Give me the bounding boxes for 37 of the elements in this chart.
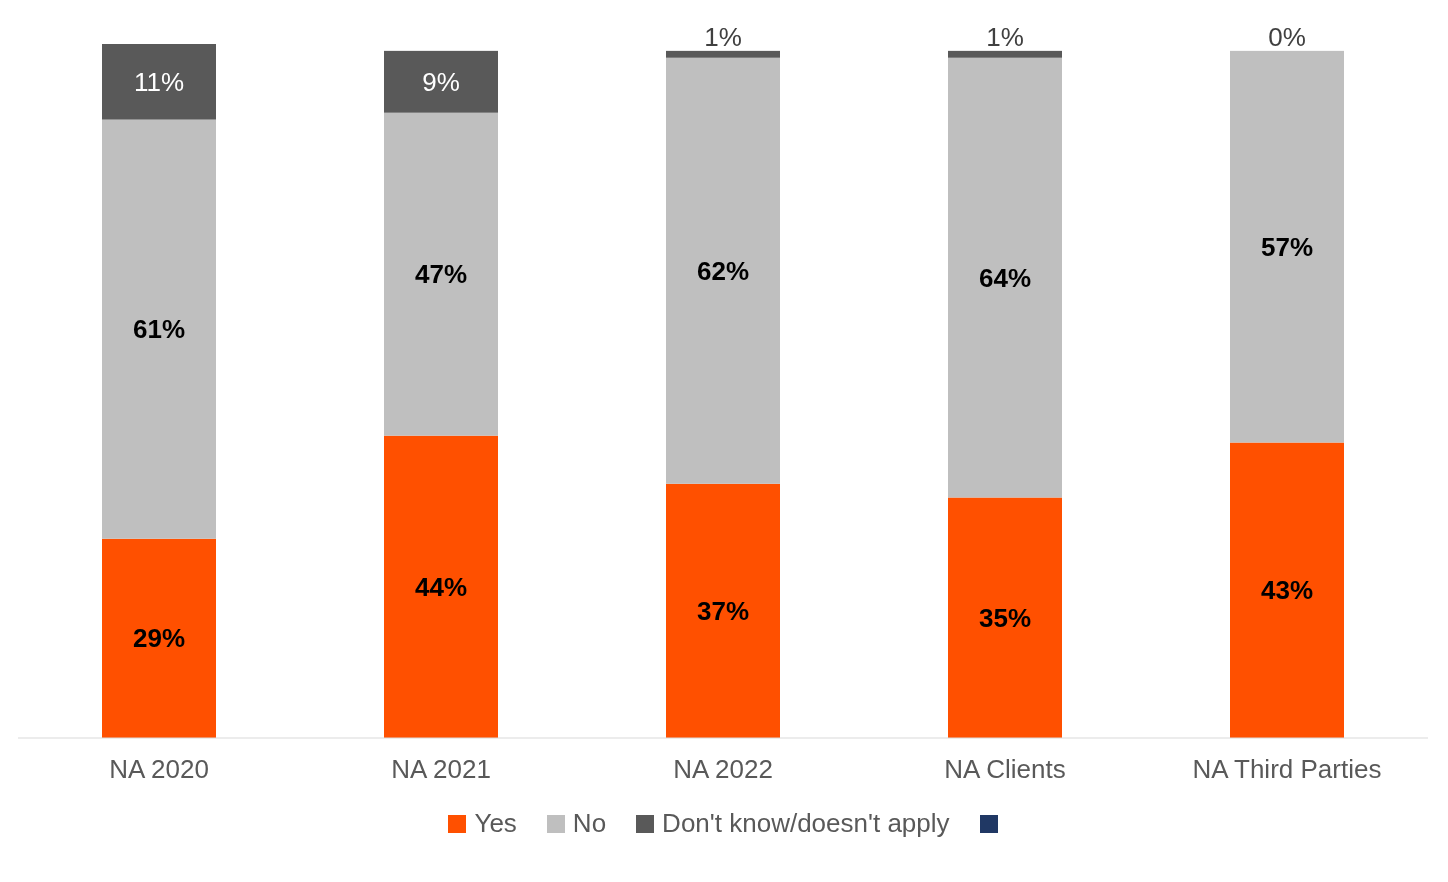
bar xyxy=(666,57,780,484)
bar xyxy=(384,435,498,738)
data-label: 35% xyxy=(978,602,1032,633)
legend-label: Yes xyxy=(474,808,517,839)
bar xyxy=(384,112,498,436)
bar xyxy=(102,119,216,539)
bar xyxy=(666,50,780,58)
bar xyxy=(1230,442,1344,738)
data-label: 1% xyxy=(704,21,742,52)
x-tick-label: NA Clients xyxy=(944,754,1066,785)
bar xyxy=(666,483,780,738)
data-label: 0% xyxy=(1268,21,1306,52)
data-label: 37% xyxy=(696,595,750,626)
x-tick-label: NA 2020 xyxy=(109,754,209,785)
data-label: 62% xyxy=(696,255,750,286)
data-label: 11% xyxy=(133,66,185,97)
bar xyxy=(102,44,216,120)
bar xyxy=(1230,50,1344,443)
x-tick-label: NA 2022 xyxy=(673,754,773,785)
data-label: 9% xyxy=(422,66,460,97)
data-label: 64% xyxy=(978,262,1032,293)
bar xyxy=(948,497,1062,738)
data-label: 29% xyxy=(132,623,186,654)
x-tick-label: NA 2021 xyxy=(391,754,491,785)
legend-label: No xyxy=(572,808,607,839)
legend-label: Don't know/doesn't apply xyxy=(662,808,950,839)
bar xyxy=(384,50,498,113)
data-label: 57% xyxy=(1260,231,1314,262)
bar xyxy=(948,57,1062,498)
x-tick-label: NA Third Parties xyxy=(1192,754,1382,785)
bar xyxy=(948,50,1062,58)
data-label: 44% xyxy=(414,571,468,602)
data-label: 1% xyxy=(986,21,1024,52)
data-label: 61% xyxy=(132,314,186,345)
data-label: 43% xyxy=(1260,575,1314,606)
bar xyxy=(102,538,216,738)
data-label: 47% xyxy=(414,259,468,290)
